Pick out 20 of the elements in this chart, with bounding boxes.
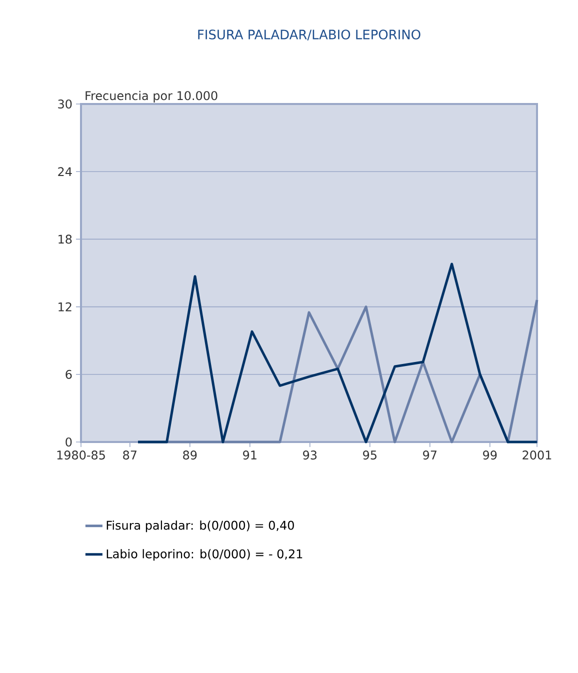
x-tick-label: 87: [123, 450, 136, 460]
y-tick-label: 6: [66, 370, 72, 379]
x-tick-label: 99: [483, 450, 497, 460]
x-tick-label: 2001: [522, 450, 552, 460]
line-series: [136, 262, 538, 444]
x-tick-label: 97: [423, 450, 436, 460]
x-tick-label: 91: [243, 450, 256, 460]
x-tick-label: 93: [303, 450, 317, 460]
y-tick-label: 12: [58, 302, 72, 312]
x-tick-label: 95: [363, 450, 376, 460]
y-tick-label: 0: [66, 437, 72, 447]
y-tick-label: 18: [58, 234, 72, 244]
y-tick-label: 30: [58, 99, 72, 109]
y-tick-label: 24: [58, 167, 72, 176]
legend-label: Labio leporino: b(0/000) = - 0,21: [106, 549, 302, 561]
x-tick-label: 1980-85: [57, 450, 105, 460]
x-tick-label: 89: [183, 450, 197, 460]
legend-label: Fisura paladar: b(0/000) = 0,40: [106, 520, 294, 532]
y-axis-title: Frecuencia por 10.000: [86, 90, 218, 102]
chart-title: FISURA PALADAR/LABIO LEPORINO: [198, 30, 420, 40]
